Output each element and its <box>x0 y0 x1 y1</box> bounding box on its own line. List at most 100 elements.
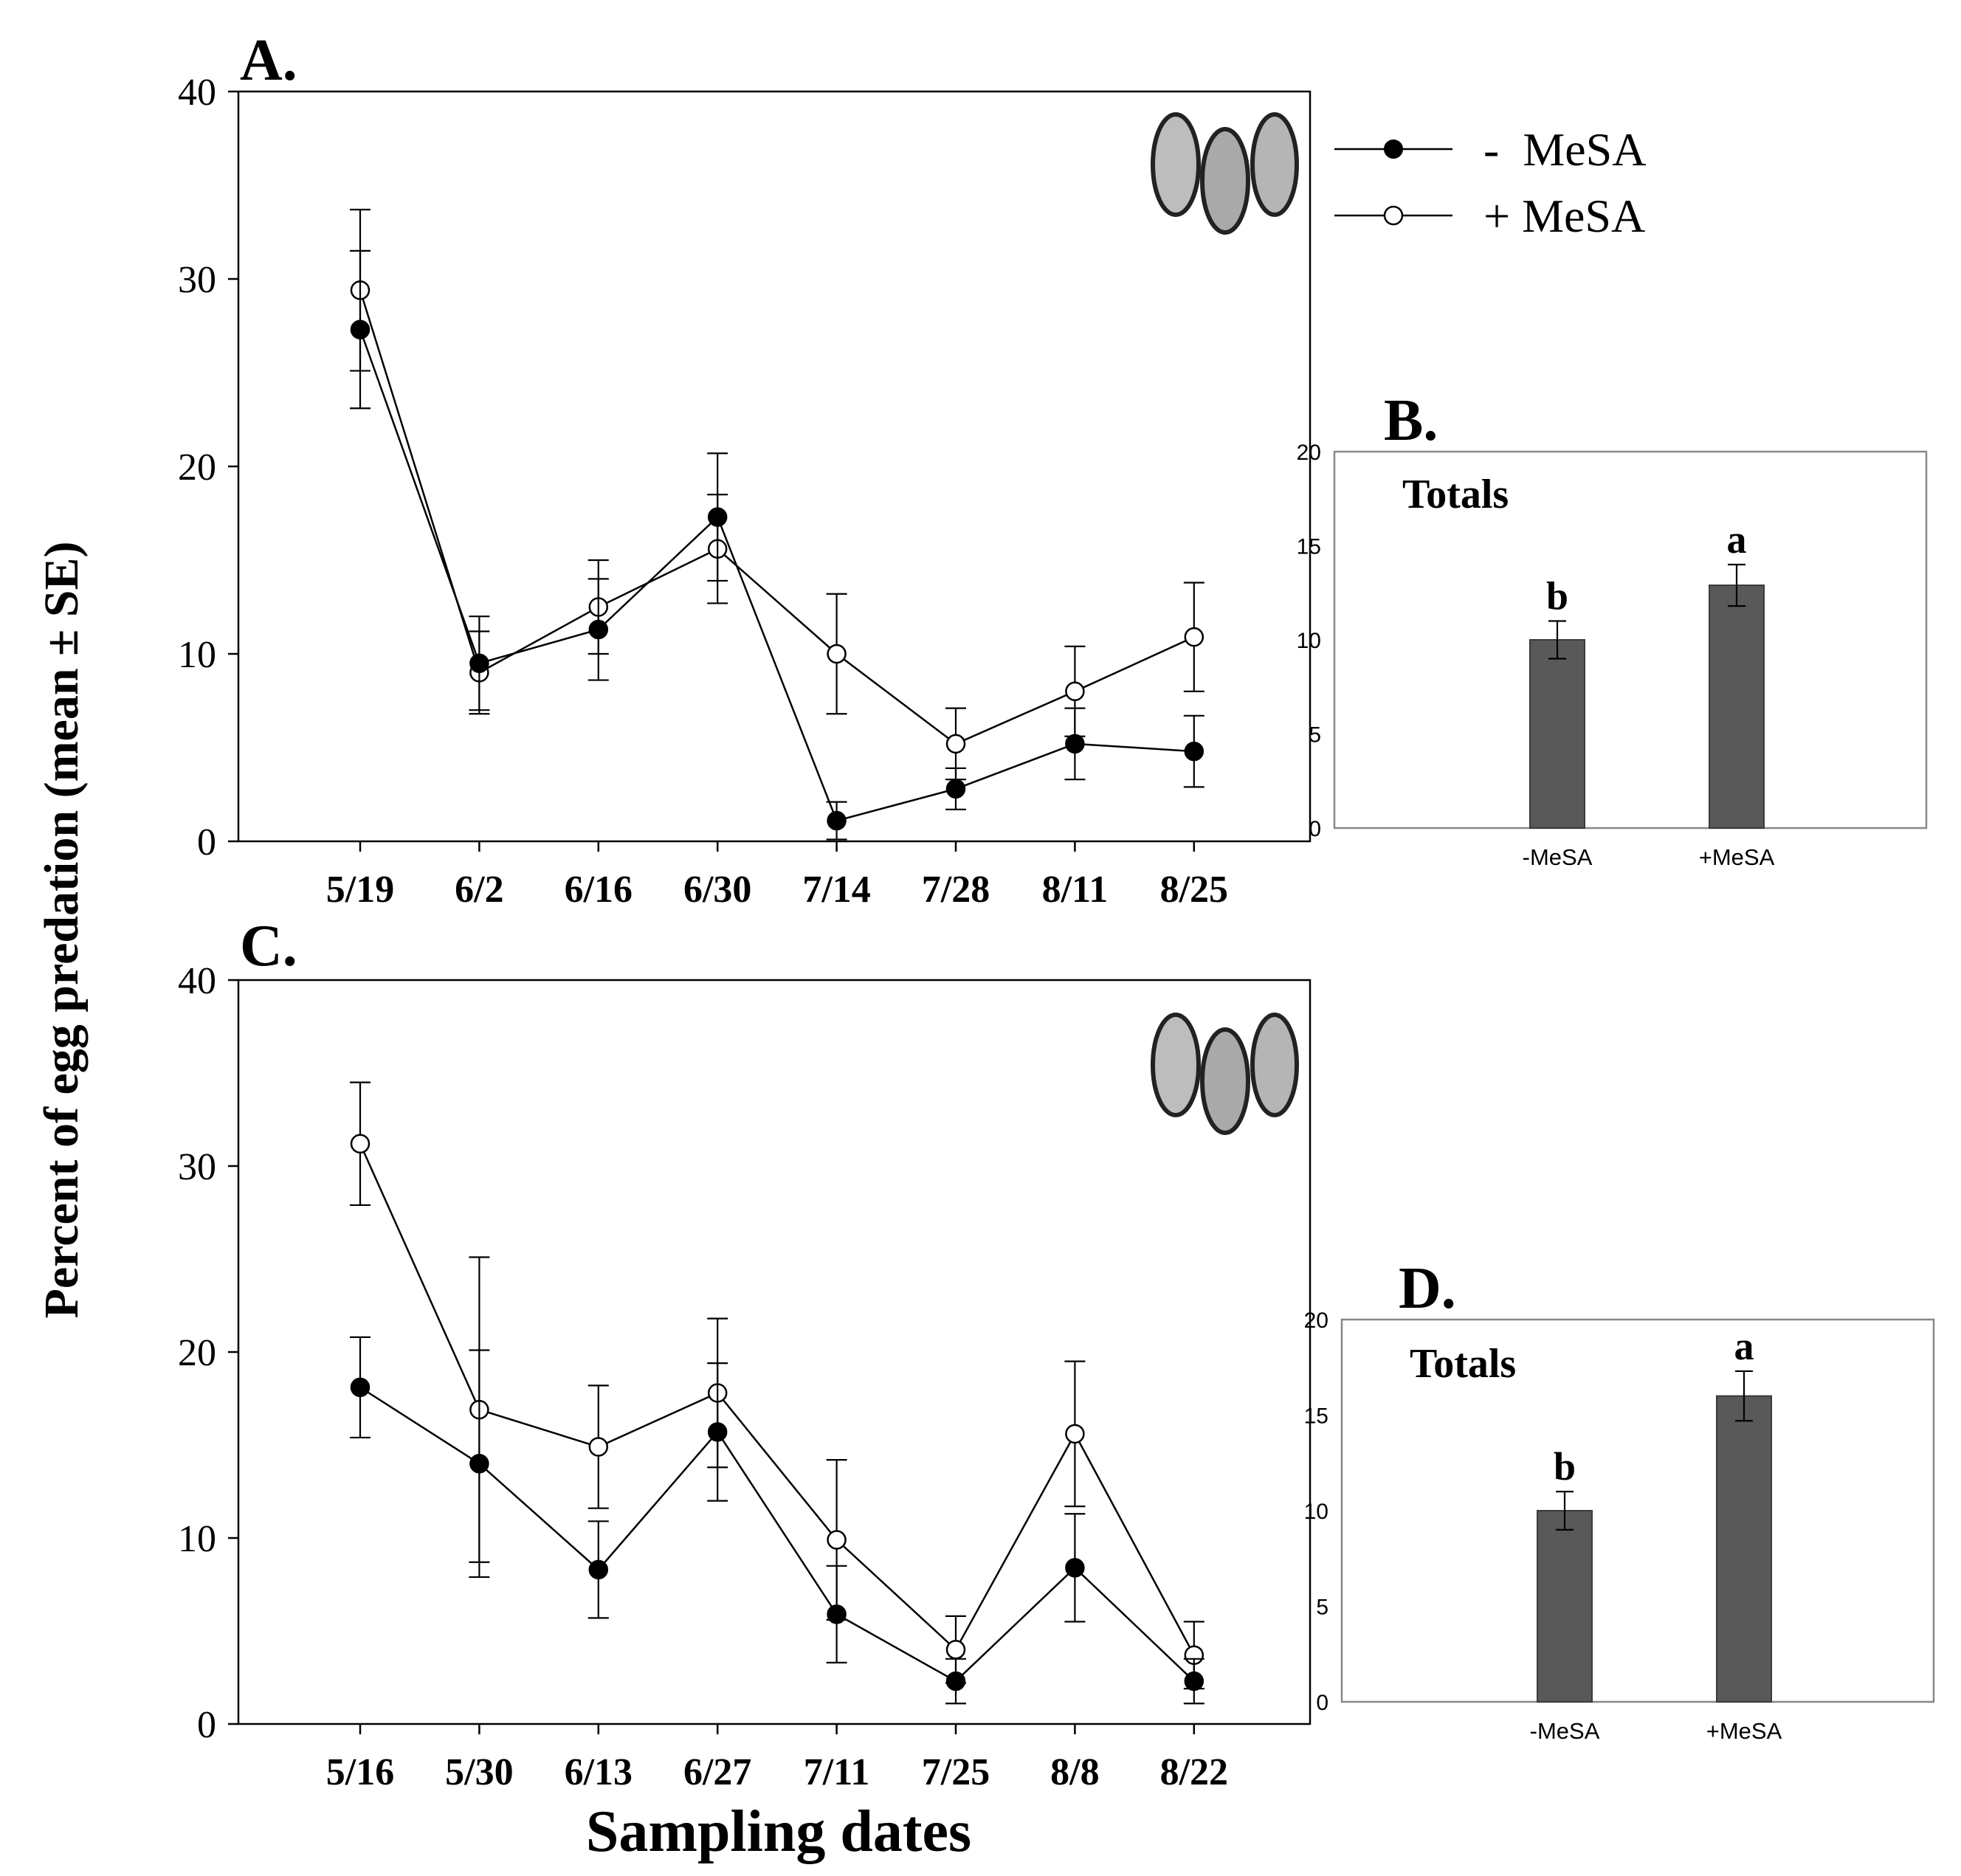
series-minus-mesa <box>350 1336 1204 1705</box>
y-tick-label: 20 <box>178 1332 216 1374</box>
panel-d-title: Totals <box>1410 1341 1516 1387</box>
panel-a-label: A. <box>240 28 297 93</box>
y-tick-label: 10 <box>178 1518 216 1560</box>
bar-minus-mesa <box>1529 639 1585 829</box>
significance-letter: b <box>1554 1444 1576 1489</box>
y-tick-label: 10 <box>178 634 216 676</box>
x-tick-label: 6/27 <box>683 1751 751 1793</box>
y-tick-label: 40 <box>178 72 216 114</box>
bar-plus-mesa <box>1716 1395 1772 1703</box>
y-tick-label: 0 <box>1316 1691 1328 1715</box>
series-plus-mesa <box>350 1081 1204 1690</box>
legend-marker-filled <box>1384 139 1403 159</box>
x-tick-label: 7/14 <box>802 869 870 911</box>
series-line <box>359 289 1195 745</box>
significance-letter: a <box>1734 1324 1754 1368</box>
y-tick-label: 20 <box>1304 1308 1328 1333</box>
x-axis-label: Sampling dates <box>586 1799 971 1864</box>
x-tick-label: 5/19 <box>326 869 394 911</box>
panel-c-line-chart: C. 0 10 20 30 40 5/16 5/30 6/13 6/27 7/11 7/25 8/8… <box>178 914 1312 1793</box>
panel-a-frame <box>237 90 1312 843</box>
y-tick-label: 30 <box>178 1146 216 1188</box>
x-category-label: -MeSA <box>1530 1718 1600 1744</box>
data-point-filled <box>588 619 609 640</box>
data-point-open <box>945 734 966 754</box>
data-point-filled <box>1065 1558 1085 1578</box>
data-point-filled <box>945 1671 966 1691</box>
panel-b-bar-chart: B. Totals 0 5 10 15 20 b -MeSA a +MeSA <box>1297 388 1928 870</box>
y-tick-label: 15 <box>1304 1404 1328 1429</box>
y-tick-label: 15 <box>1297 535 1321 559</box>
data-point-filled <box>707 507 728 527</box>
x-category-label: +MeSA <box>1706 1718 1782 1744</box>
x-tick-label: 6/16 <box>565 869 633 911</box>
data-point-open <box>588 1437 609 1457</box>
data-point-open <box>350 1134 371 1154</box>
significance-letter: b <box>1546 574 1568 618</box>
data-point-filled <box>1184 741 1204 762</box>
data-point-filled <box>588 1559 609 1580</box>
panel-c-frame <box>237 979 1312 1725</box>
series-line <box>359 1386 1195 1683</box>
x-tick-label: 8/22 <box>1160 1751 1228 1793</box>
series-line <box>359 329 1194 822</box>
data-point-open <box>1065 1424 1085 1444</box>
x-tick-label: 6/2 <box>455 869 503 911</box>
panel-b-frame <box>1333 450 1928 830</box>
panel-b-label: B. <box>1384 388 1438 453</box>
panel-d-frame <box>1340 1318 1935 1703</box>
bar-minus-mesa <box>1537 1510 1593 1703</box>
series-plus-mesa <box>350 208 1204 781</box>
y-tick-label: 5 <box>1316 1596 1328 1620</box>
x-tick-label: 5/16 <box>326 1751 394 1793</box>
data-point-open <box>827 644 847 664</box>
x-tick-label: 8/25 <box>1160 869 1228 911</box>
legend-marker-open <box>1383 205 1404 226</box>
y-tick-label: 10 <box>1297 629 1321 653</box>
egg-cluster-icon <box>1151 1013 1299 1135</box>
x-tick-label: 7/11 <box>804 1751 870 1793</box>
data-point-filled <box>469 1453 489 1474</box>
panel-d-bar-chart: D. Totals 0 5 10 15 20 b -MeSA a +MeSA <box>1304 1256 1935 1744</box>
y-tick-label: 40 <box>178 960 216 1002</box>
panel-c-label: C. <box>240 914 297 979</box>
x-tick-label: 6/13 <box>565 1751 633 1793</box>
x-tick-label: 6/30 <box>683 869 751 911</box>
x-tick-label: 7/28 <box>922 869 990 911</box>
data-point-open <box>827 1530 847 1550</box>
series-minus-mesa <box>350 249 1204 841</box>
y-tick-label: 0 <box>197 1704 216 1746</box>
data-point-filled <box>945 779 966 799</box>
y-tick-label: 20 <box>1297 441 1321 465</box>
legend-item-minus-mesa: - MeSA <box>1334 123 1646 176</box>
legend: - MeSA + MeSA <box>1334 123 1646 242</box>
y-tick-label: 30 <box>178 259 216 301</box>
significance-letter: a <box>1727 517 1747 562</box>
data-point-filled <box>469 653 489 673</box>
data-point-filled <box>707 1422 728 1442</box>
y-tick-label: 5 <box>1309 723 1321 748</box>
data-point-filled <box>1184 1671 1204 1691</box>
y-tick-label: 10 <box>1304 1500 1328 1524</box>
egg-cluster-icon <box>1151 112 1299 235</box>
data-point-filled <box>827 1604 847 1624</box>
x-category-label: +MeSA <box>1699 844 1775 870</box>
data-point-open <box>1065 681 1085 702</box>
y-tick-label: 0 <box>1309 817 1321 841</box>
panel-d-label: D. <box>1399 1256 1456 1321</box>
data-point-open <box>945 1639 966 1660</box>
legend-item-plus-mesa: + MeSA <box>1334 190 1645 242</box>
panel-b-title: Totals <box>1402 472 1509 517</box>
x-tick-label: 5/30 <box>445 1751 513 1793</box>
data-point-open <box>1184 627 1204 647</box>
y-tick-label: 0 <box>197 821 216 863</box>
panel-a-line-chart: A. 0 10 20 30 40 5/19 6/2 6/16 6/30 7/14 7/28 8/11… <box>178 28 1312 911</box>
x-tick-label: 8/8 <box>1050 1751 1099 1793</box>
x-category-label: -MeSA <box>1523 844 1593 870</box>
x-tick-label: 7/25 <box>922 1751 990 1793</box>
legend-label-minus-mesa: - MeSA <box>1483 123 1646 176</box>
data-point-filled <box>1065 734 1085 754</box>
data-point-filled <box>350 1377 371 1398</box>
x-tick-label: 8/11 <box>1042 869 1109 911</box>
